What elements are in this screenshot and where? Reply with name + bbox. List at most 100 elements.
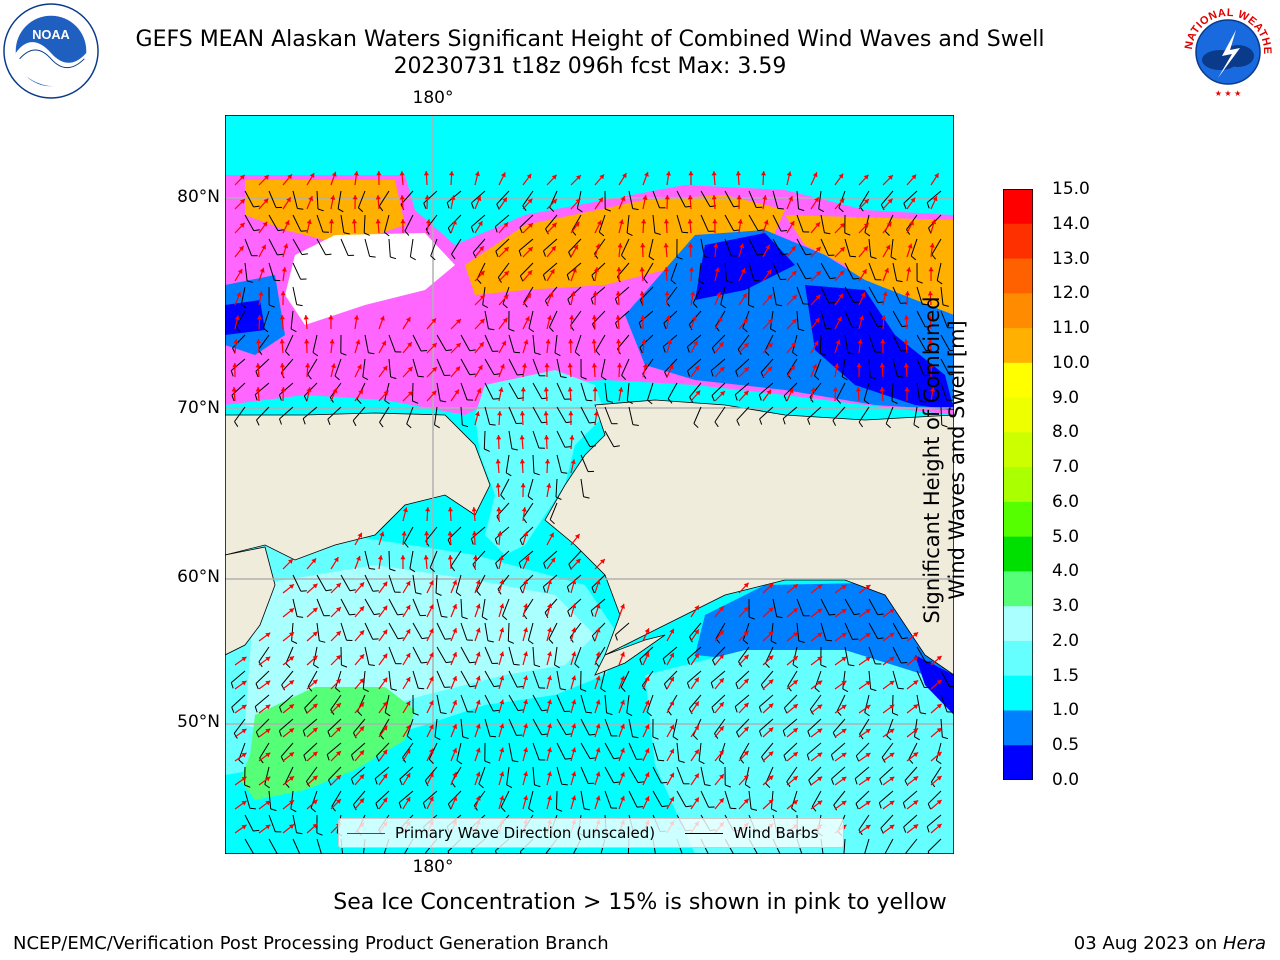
wind-barb-flag — [949, 349, 954, 352]
wind-barb-flag — [753, 279, 760, 282]
wind-barb-flag — [771, 808, 778, 813]
wave-direction-arrowhead — [452, 628, 458, 633]
wind-barb — [820, 262, 831, 279]
wind-barb-flag — [406, 423, 412, 429]
wave-direction-arrowhead — [500, 363, 505, 369]
wind-barb — [782, 718, 798, 731]
wind-barb — [330, 694, 342, 710]
wave-direction-arrowhead — [742, 293, 747, 299]
wind-barb — [508, 430, 513, 449]
legend-wave-direction-swatch — [347, 832, 385, 834]
wave-direction-arrowhead — [306, 219, 312, 225]
wave-direction-arrowhead — [289, 776, 294, 781]
wind-barb — [621, 358, 630, 376]
wave-direction-arrowhead — [519, 459, 525, 464]
wind-barb — [556, 454, 562, 473]
wind-barb — [580, 478, 585, 497]
wave-direction-arrowhead — [620, 699, 625, 705]
lon-label-top: 180° — [412, 88, 454, 108]
colorbar-tick-label: 1.5 — [1052, 665, 1080, 686]
wind-barb-flag — [484, 448, 490, 452]
wind-barb-flag — [626, 712, 633, 717]
wave-direction-arrowhead — [668, 364, 674, 370]
wave-direction-arrowhead — [330, 363, 336, 369]
wave-direction-arrowhead — [309, 173, 315, 178]
wave-direction-arrowhead — [475, 771, 481, 777]
wind-barb — [639, 646, 654, 660]
wind-barb-flag — [254, 394, 258, 401]
wind-barb-flag — [262, 327, 269, 333]
wind-barb — [522, 190, 534, 207]
wave-direction-arrowhead — [615, 291, 621, 296]
wind-barb — [292, 190, 298, 209]
wind-barb — [892, 358, 898, 377]
wind-barb — [916, 670, 925, 688]
wind-barb-flag — [838, 207, 844, 213]
wave-direction-arrowhead — [865, 729, 871, 734]
wind-barb-flag — [877, 637, 884, 640]
wind-barb — [772, 286, 777, 305]
wind-barb — [796, 238, 807, 256]
wind-barb — [532, 430, 540, 449]
wave-direction-arrowhead — [719, 606, 724, 611]
wave-direction-arrowhead — [719, 750, 724, 755]
wind-barb — [500, 790, 510, 808]
wave-direction-arrowhead — [358, 389, 363, 395]
wave-direction-arrowhead — [382, 701, 388, 707]
wind-barb — [710, 670, 726, 683]
wave-direction-arrowhead — [888, 175, 893, 180]
wind-barb-flag — [489, 735, 497, 738]
wind-barb — [807, 406, 822, 420]
wind-barb-flag — [829, 613, 836, 616]
wind-barb-flag — [285, 663, 291, 669]
wave-direction-arrowhead — [743, 750, 749, 756]
wind-barb-flag — [745, 784, 751, 789]
wind-barb — [664, 670, 678, 685]
wind-barb — [316, 190, 319, 210]
wind-barb — [388, 646, 397, 664]
wind-barb — [279, 382, 294, 396]
wave-direction-arrowhead — [407, 342, 412, 347]
wind-barb — [290, 790, 294, 809]
wind-barb-flag — [352, 804, 357, 811]
wave-direction-arrowhead — [718, 342, 724, 347]
wind-barb — [409, 238, 414, 257]
wind-barb — [279, 718, 294, 732]
wave-direction-arrowhead — [304, 339, 310, 344]
wind-barb-flag — [549, 326, 554, 332]
wave-direction-arrowhead — [312, 607, 318, 613]
wave-direction-arrowhead — [571, 747, 577, 753]
wind-barb — [412, 358, 419, 377]
wind-barb — [388, 670, 392, 689]
wind-barb — [388, 238, 391, 258]
wind-barb — [508, 718, 517, 736]
wave-direction-arrowhead — [429, 748, 434, 754]
wave-direction-arrowhead — [640, 315, 646, 320]
wind-barb — [532, 694, 543, 712]
wind-barb — [724, 190, 735, 208]
colorbar-label-line1: Significant Height of Combined — [920, 296, 944, 624]
wave-direction-arrowhead — [620, 675, 625, 681]
wind-barb — [409, 550, 414, 569]
wave-direction-arrowhead — [357, 364, 362, 370]
wind-barb-flag — [647, 399, 653, 405]
wind-barb-flag — [506, 784, 513, 789]
wave-direction-arrowhead — [719, 726, 724, 731]
wind-barb — [648, 238, 654, 257]
wind-barb — [316, 238, 327, 256]
wave-direction-arrowhead — [279, 339, 285, 344]
wave-zone-gulf-light — [645, 650, 954, 854]
wind-barb — [604, 790, 612, 809]
wind-barb-flag — [627, 400, 633, 405]
wave-direction-arrowhead — [928, 363, 934, 368]
wind-barb — [759, 694, 774, 708]
wind-barb — [772, 190, 779, 209]
wave-direction-arrowhead — [865, 825, 871, 830]
wave-direction-arrowhead — [452, 604, 458, 609]
wind-barb-flag — [358, 207, 364, 213]
wave-direction-arrowhead — [616, 339, 622, 344]
wave-direction-arrowhead — [837, 316, 842, 322]
wave-direction-arrowhead — [289, 584, 294, 589]
wind-barb-flag — [390, 256, 397, 260]
wave-direction-arrowhead — [889, 728, 895, 734]
